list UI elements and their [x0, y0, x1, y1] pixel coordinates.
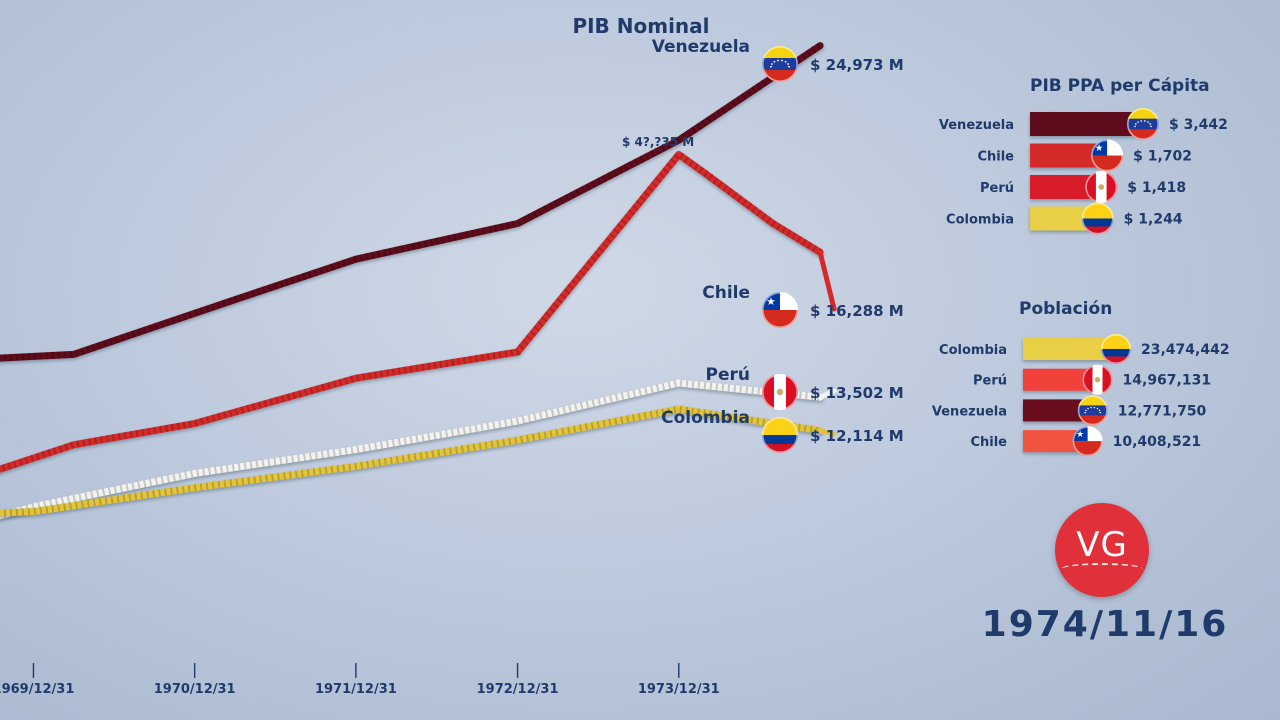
population-bar-peru [1023, 368, 1098, 391]
x-tick-label-0: 1969/12/31 [0, 682, 74, 697]
population-category-peru: Perú [973, 374, 1007, 389]
peak-annotation: $ 4?,?35 M [622, 135, 694, 149]
ppp-panel-title: PIB PPA per Cápita [1030, 76, 1210, 96]
series-value-colombia: $ 12,114 M [810, 427, 904, 445]
series-connector-chile [817, 249, 837, 312]
population-bar-venezuela [1023, 399, 1093, 422]
population-panel-title: Población [1019, 299, 1113, 319]
ppp-value-peru: $ 1,418 [1127, 180, 1186, 196]
population-value-chile: 10,408,521 [1113, 434, 1202, 450]
x-tick-label-1: 1970/12/31 [154, 682, 236, 697]
series-texture-peru [0, 379, 821, 520]
x-tick-label-2: 1971/12/31 [315, 682, 397, 697]
population-flag-icon-peru [1082, 364, 1113, 395]
ppp-flag-icon-colombia [1081, 202, 1114, 235]
series-connector-colombia [817, 428, 837, 437]
svg-text:★: ★ [1095, 143, 1104, 154]
series-line-colombia [0, 405, 824, 517]
series-value-venezuela: $ 24,973 M [810, 56, 904, 74]
series-texture-venezuela [0, 42, 823, 362]
population-value-peru: 14,967,131 [1123, 373, 1212, 389]
ppp-value-venezuela: $ 3,442 [1169, 117, 1228, 133]
population-flag-icon-venezuela [1077, 395, 1108, 426]
ppp-category-peru: Perú [980, 181, 1014, 196]
series-value-chile: $ 16,288 M [810, 302, 904, 320]
series-name-colombia: Colombia [661, 408, 750, 428]
population-value-venezuela: 12,771,750 [1118, 403, 1207, 419]
population-category-colombia: Colombia [939, 343, 1007, 358]
series-line-venezuela [0, 42, 824, 362]
flag-icon-colombia [762, 417, 798, 453]
vg-logo: VG [1055, 503, 1149, 597]
current-date: 1974/11/16 [981, 604, 1229, 645]
ppp-flag-icon-chile: ★ [1091, 139, 1124, 172]
ppp-category-chile: Chile [977, 150, 1014, 165]
series-line-chile [0, 151, 824, 473]
population-category-venezuela: Venezuela [932, 404, 1007, 419]
series-line-peru [0, 379, 824, 520]
population-flag-icon-colombia [1101, 334, 1131, 364]
x-tick-label-3: 1972/12/31 [477, 682, 559, 697]
ppp-value-colombia: $ 1,244 [1124, 212, 1183, 228]
series-name-peru: Perú [706, 365, 750, 385]
svg-text:★: ★ [1076, 430, 1084, 440]
series-value-peru: $ 13,502 M [810, 384, 904, 402]
series-texture-colombia [0, 405, 821, 517]
series-connector-peru [817, 388, 837, 400]
x-tick-label-4: 1973/12/31 [638, 682, 720, 697]
series-name-venezuela: Venezuela [652, 37, 750, 57]
population-value-colombia: 23,474,442 [1141, 342, 1230, 358]
population-bar-colombia [1023, 338, 1116, 360]
vg-logo-text: VG [1076, 525, 1128, 565]
population-category-chile: Chile [970, 435, 1007, 450]
ppp-bar-venezuela [1030, 112, 1143, 136]
series-texture-chile [0, 149, 822, 473]
main-chart-title: PIB Nominal [572, 14, 710, 38]
svg-text:★: ★ [766, 295, 776, 308]
population-bar-chile [1023, 430, 1088, 453]
series-name-chile: Chile [702, 283, 750, 303]
ppp-category-venezuela: Venezuela [939, 118, 1014, 133]
ppp-category-colombia: Colombia [946, 213, 1014, 228]
ppp-value-chile: $ 1,702 [1133, 149, 1192, 165]
logo-wave-decoration [1061, 563, 1143, 575]
ppp-flag-icon-peru [1085, 171, 1118, 203]
ppp-flag-icon-venezuela [1127, 108, 1159, 140]
